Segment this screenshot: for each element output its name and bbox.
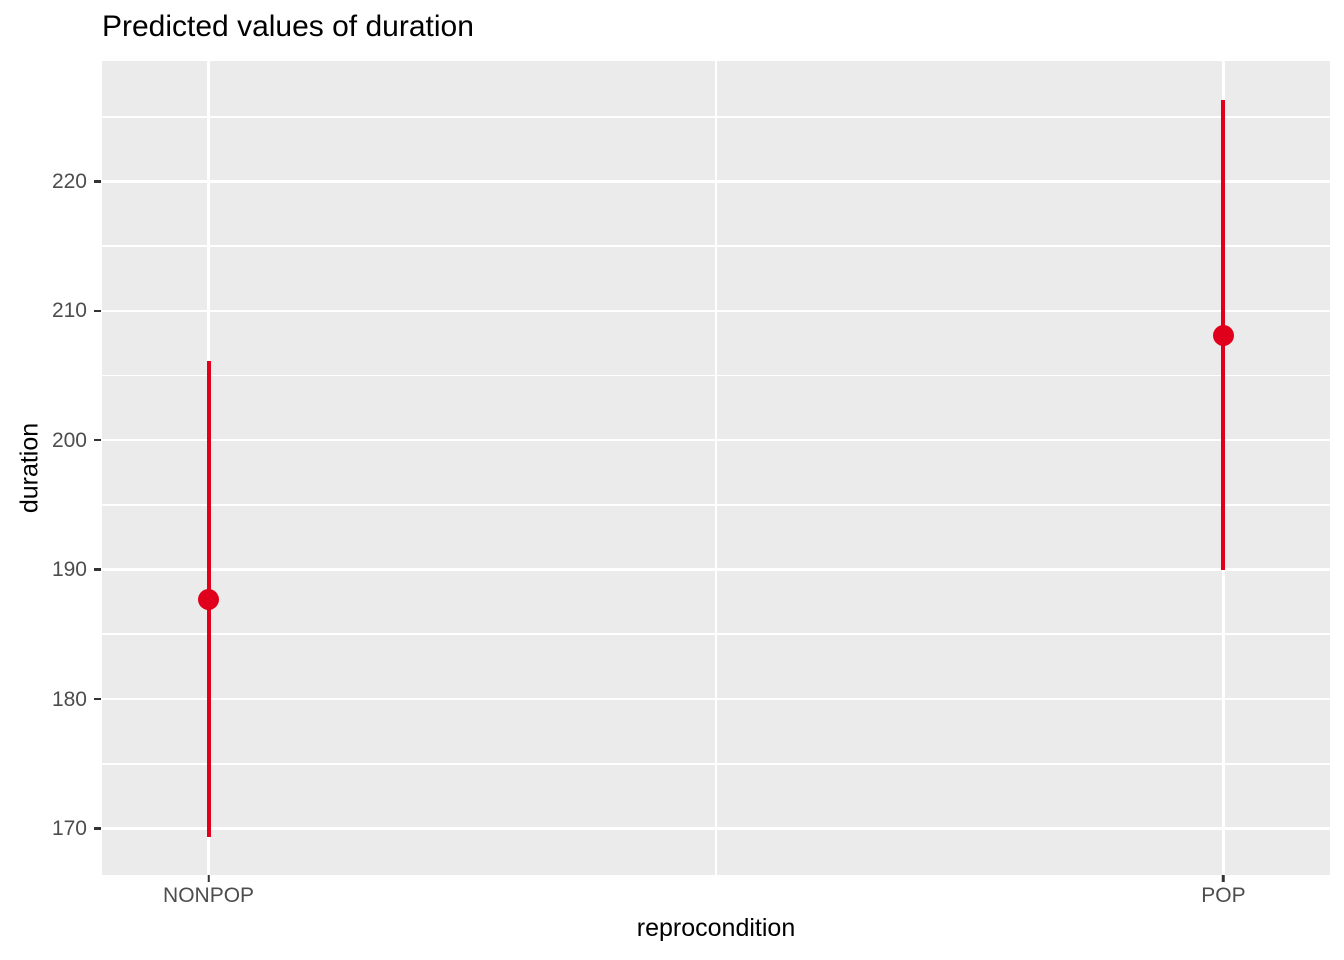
- y-tick-label: 190: [51, 558, 87, 582]
- x-tick-label: NONPOP: [163, 884, 255, 907]
- plot-title: Predicted values of duration: [102, 10, 474, 43]
- y-tick-label: 170: [51, 816, 87, 840]
- point-estimate: [1212, 324, 1234, 346]
- x-axis-title: reprocondition: [636, 914, 796, 942]
- gridline-minor-x: [714, 61, 718, 875]
- point-estimate: [198, 588, 220, 610]
- x-tick-mark: [207, 875, 210, 882]
- y-tick-mark: [94, 568, 101, 571]
- y-tick-label: 220: [51, 169, 87, 193]
- y-tick-label: 180: [51, 687, 87, 711]
- y-tick-mark: [94, 827, 101, 830]
- y-tick-label: 210: [51, 299, 87, 323]
- y-tick-mark: [94, 309, 101, 312]
- plot-panel: [102, 61, 1330, 875]
- y-tick-mark: [94, 438, 101, 442]
- y-tick-mark: [94, 697, 101, 701]
- x-tick-label: POP: [1201, 884, 1246, 907]
- x-tick-mark: [1222, 875, 1225, 882]
- y-tick-label: 200: [51, 428, 87, 452]
- y-tick-mark: [94, 180, 101, 183]
